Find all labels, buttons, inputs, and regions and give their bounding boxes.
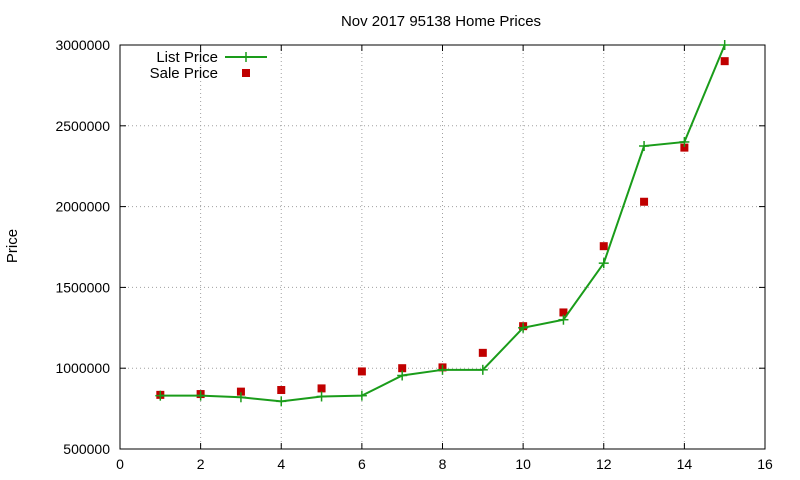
x-tick-label: 14 [677, 456, 693, 472]
data-point [195, 390, 206, 401]
data-point [719, 40, 730, 50]
data-point [598, 258, 609, 269]
x-tick-label: 8 [439, 456, 447, 472]
y-axis-label: Price [4, 229, 21, 263]
y-tick-label: 1500000 [55, 279, 110, 295]
legend-item: List Price [156, 49, 267, 66]
data-point [356, 390, 367, 401]
data-point [518, 322, 529, 333]
series-line [160, 44, 726, 403]
y-tick-label: 2000000 [55, 199, 110, 215]
series-sale-price [156, 57, 729, 399]
y-tick-label: 2500000 [55, 118, 110, 134]
data-point [276, 396, 287, 407]
legend-item: Sale Price [150, 65, 250, 82]
data-point [357, 367, 366, 376]
x-tick-label: 2 [197, 456, 205, 472]
data-point [236, 387, 245, 396]
data-point [640, 197, 649, 206]
data-point [680, 143, 689, 152]
grid [120, 45, 765, 449]
data-point [639, 141, 650, 151]
data-point [235, 392, 246, 403]
data-point [559, 308, 568, 317]
data-point [720, 57, 729, 66]
series [155, 40, 730, 407]
data-point [558, 314, 569, 325]
y-tick-label: 500000 [63, 441, 110, 457]
y-tick-label: 3000000 [55, 37, 110, 53]
legend-label: Sale Price [150, 65, 218, 82]
data-point [155, 390, 166, 401]
data-point [277, 386, 286, 395]
legend-swatch-marker [242, 69, 250, 77]
data-point [679, 136, 690, 147]
data-point [317, 384, 326, 393]
x-tick-label: 4 [277, 456, 285, 472]
data-point [316, 391, 327, 402]
data-point [477, 364, 488, 375]
data-point [398, 364, 407, 373]
axis-ticks: 0 2 4 6 8 10 12 14 16 500000 1000000 1500000 2000000… [55, 37, 773, 472]
x-tick-label: 12 [596, 456, 612, 472]
data-point [437, 364, 448, 375]
legend-swatch-marker [241, 52, 251, 62]
legend-label: List Price [156, 49, 218, 66]
series-list-price [155, 40, 730, 407]
data-point [478, 348, 487, 357]
y-tick-label: 1000000 [55, 360, 110, 376]
x-tick-label: 10 [515, 456, 531, 472]
x-tick-label: 6 [358, 456, 366, 472]
data-point [599, 242, 608, 251]
x-tick-label: 16 [757, 456, 773, 472]
chart-title: Nov 2017 95138 Home Prices [341, 13, 541, 30]
x-tick-label: 0 [116, 456, 124, 472]
data-point [397, 370, 408, 381]
